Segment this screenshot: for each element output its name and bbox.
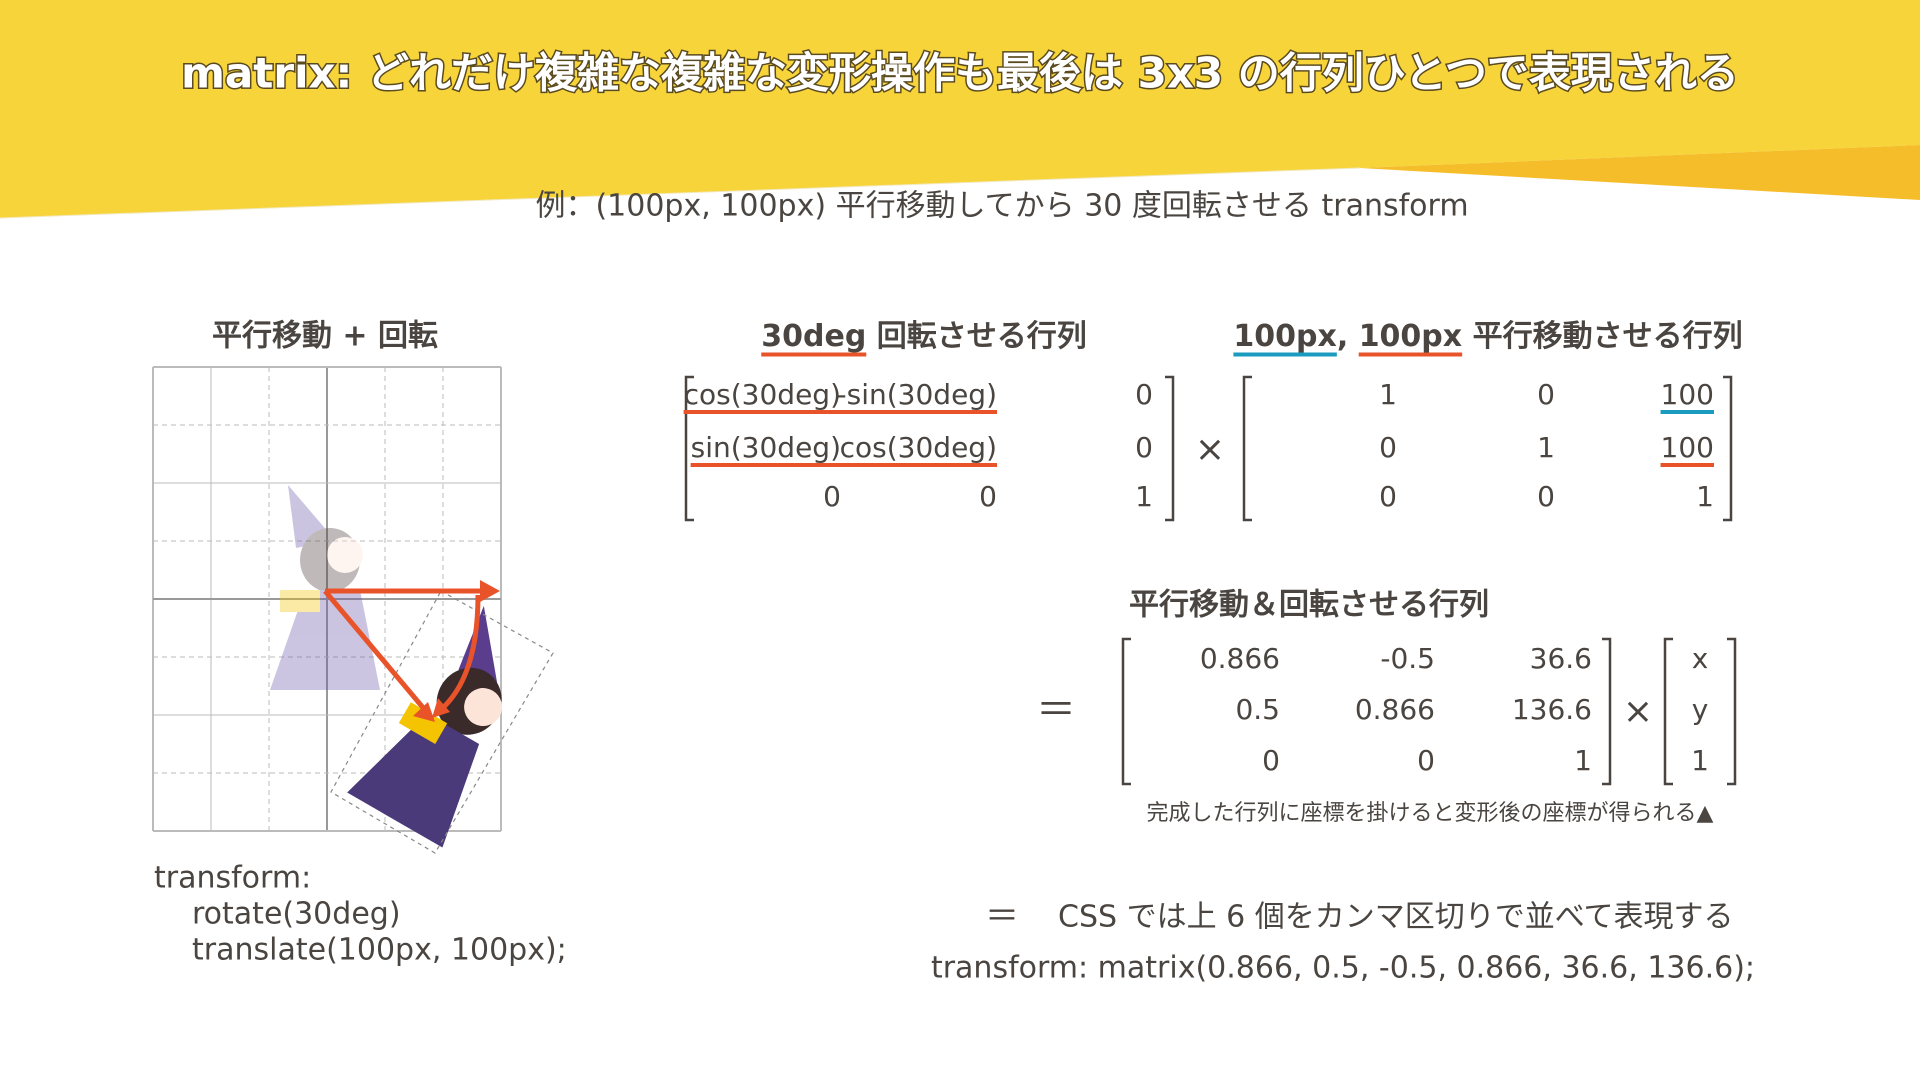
matrix-cell: 0 [823,480,841,513]
matrix-cell: 100 [1661,431,1714,464]
vector-cell: y [1692,693,1709,726]
matrix-cell: 1 [1379,378,1397,411]
transformed-bounds [330,590,554,854]
header-edge [0,167,1361,219]
heading-part: 平行移動させる行列 [1462,319,1742,354]
equals-sign: ＝ [1036,687,1076,733]
bracket [1723,375,1733,522]
code-line: translate(100px, 100px); [192,933,567,968]
vector-cell: 1 [1691,744,1709,777]
matrix-cell: 0 [1135,378,1153,411]
subtitle: 例：(100px, 100px) 平行移動してから 30 度回転させる tran… [535,189,1468,224]
arrows [323,580,500,722]
code-line: rotate(30deg) [192,897,401,932]
matrix-cell: 0 [1379,480,1397,513]
matrix-cell: 0 [1417,744,1435,777]
matrix-cell: 36.6 [1530,642,1592,675]
matrix-cell: cos(30deg) [840,431,997,464]
bracket [1242,375,1252,522]
multiply-sign: × [1623,691,1653,732]
matrix-cell: -sin(30deg) [837,378,997,411]
bracket [1121,637,1131,786]
translation-heading: 100px, 100px 平行移動させる行列 [1233,319,1742,354]
heading-part: 100px [1233,319,1336,354]
header-accent [1360,145,1920,200]
multiply-sign: × [1195,429,1225,470]
header-band [0,0,1920,218]
witch-original [270,485,380,690]
equals-sign: ＝ [985,897,1019,937]
matrix-cell: 1 [1135,480,1153,513]
matrix-cell: 0.866 [1355,693,1435,726]
bracket [1602,637,1612,786]
matrix-cell: 0 [1135,431,1153,464]
heading-part: , [1337,319,1359,354]
matrix-cell: 1 [1574,744,1592,777]
bracket [1165,375,1175,522]
css-code: transform: matrix(0.866, 0.5, -0.5, 0.86… [931,951,1755,986]
matrix-cell: 0.5 [1235,693,1280,726]
heading-part: 回転させる行列 [866,319,1086,354]
witch-transformed [347,605,503,848]
matrix-cell: 0.866 [1200,642,1280,675]
heading-part: 30deg [761,319,866,354]
result-heading: 平行移動＆回転させる行列 [1129,588,1489,623]
matrix-cell: 0 [979,480,997,513]
matrix-cell: 100 [1661,378,1714,411]
matrix-cell: 1 [1696,480,1714,513]
code-line: transform: [154,861,311,896]
title: matrix: どれだけ複雑な複雑な変形操作も最後は 3x3 の行列ひとつで表現… [181,49,1739,98]
bracket [1727,637,1737,786]
matrix-cell: 0 [1379,431,1397,464]
bracket [1663,637,1673,786]
matrix-cell: 0 [1537,378,1555,411]
bracket [684,375,694,522]
matrix-cell: 1 [1537,431,1555,464]
matrix-cell: 136.6 [1512,693,1592,726]
example-heading: 平行移動 + 回転 [212,319,438,354]
matrix-cell: sin(30deg) [691,431,841,464]
vector-cell: x [1692,642,1709,675]
matrix-cell: 0 [1262,744,1280,777]
rotation-heading: 30deg 回転させる行列 [761,319,1087,354]
matrix-cell: -0.5 [1380,642,1435,675]
css-note: CSS では上 6 個をカンマ区切りで並べて表現する [1058,900,1734,935]
heading-part: 100px [1359,319,1462,354]
matrix-cell: 0 [1537,480,1555,513]
caption: 完成した行列に座標を掛けると変形後の座標が得られる▲ [1147,801,1714,826]
matrix-cell: cos(30deg) [684,378,841,411]
